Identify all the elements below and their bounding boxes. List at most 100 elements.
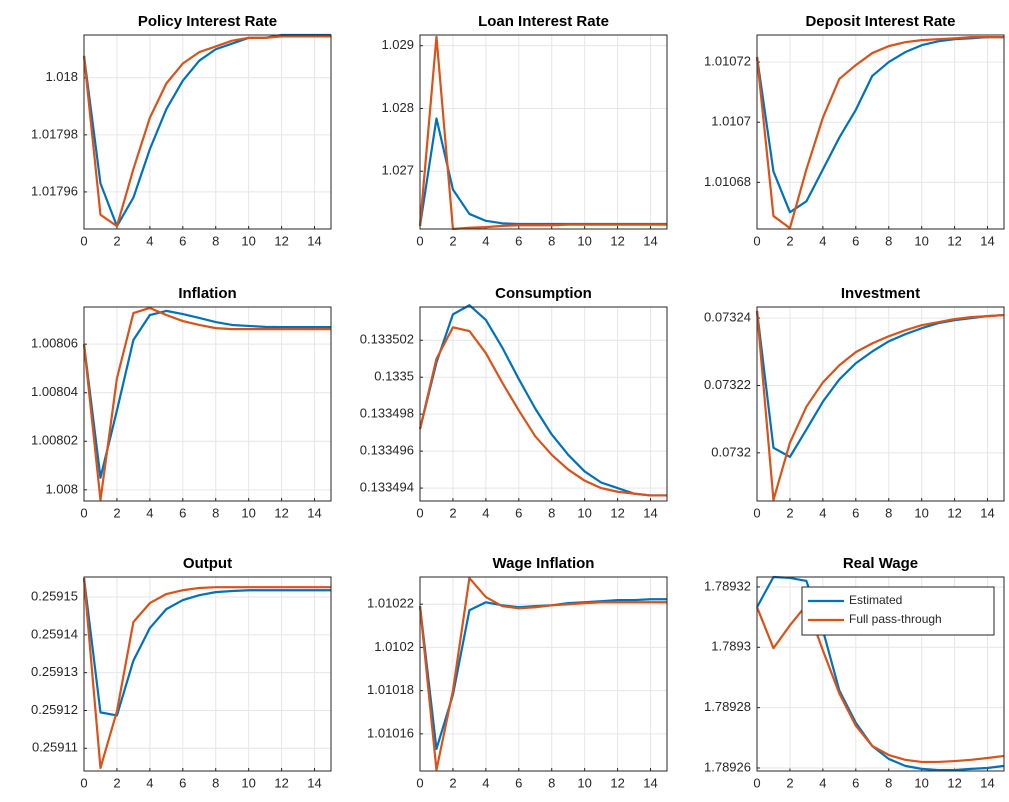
x-tick-label: 6 xyxy=(852,233,859,248)
y-tick-label: 0.133496 xyxy=(360,443,414,458)
series-line xyxy=(82,577,331,717)
subplot-title: Loan Interest Rate xyxy=(478,13,609,30)
y-tick-label: 0.133494 xyxy=(360,480,414,495)
y-tick-label: 1.01018 xyxy=(367,682,414,697)
x-tick-label: 14 xyxy=(980,775,994,790)
x-tick-label: 10 xyxy=(241,233,255,248)
x-tick-label: 6 xyxy=(515,505,522,520)
legend-label: Estimated xyxy=(849,593,902,607)
y-tick-label: 1.028 xyxy=(381,100,414,115)
series-line xyxy=(82,306,331,502)
series-line xyxy=(82,309,331,479)
y-tick-label: 1.027 xyxy=(381,163,414,178)
y-tick-label: 1.7893 xyxy=(711,639,751,654)
x-tick-label: 12 xyxy=(274,775,288,790)
x-tick-label: 2 xyxy=(113,775,120,790)
legend-label: Full pass-through xyxy=(849,612,942,626)
x-tick-label: 6 xyxy=(179,505,186,520)
subplot: 0 2 4 6 8 10 12 14 1.027 1.028 1.029 Loan Interest … xyxy=(381,13,668,248)
x-tick-label: 14 xyxy=(643,775,657,790)
x-tick-label: 8 xyxy=(548,775,555,790)
x-tick-label: 6 xyxy=(179,233,186,248)
subplot: 0 2 4 6 8 10 12 14 1.01796 1.01798 1.018 Policy Int… xyxy=(31,13,332,248)
x-tick-label: 14 xyxy=(643,233,657,248)
series-line xyxy=(418,304,667,497)
subplot-title: Investment xyxy=(841,285,920,302)
subplot-title: Consumption xyxy=(495,285,592,302)
x-tick-label: 6 xyxy=(515,233,522,248)
x-tick-label: 2 xyxy=(113,233,120,248)
legend-box xyxy=(801,586,995,636)
y-tick-label: 0.133502 xyxy=(360,332,414,347)
axes-box xyxy=(419,576,668,772)
y-tick-label: 0.07322 xyxy=(704,377,751,392)
y-tick-label: 1.01796 xyxy=(31,183,78,198)
x-tick-label: 2 xyxy=(449,505,456,520)
y-tick-label: 1.00802 xyxy=(31,433,78,448)
legend: Estimated Full pass-through xyxy=(801,586,995,636)
x-tick-label: 8 xyxy=(212,505,219,520)
subplot: 0 2 4 6 8 10 12 14 0.0732 0.07322 0.07324 Investmen… xyxy=(704,285,1005,520)
x-tick-label: 8 xyxy=(212,233,219,248)
plot-area xyxy=(84,35,331,229)
x-tick-label: 12 xyxy=(947,775,961,790)
y-tick-label: 1.0107 xyxy=(711,114,751,129)
x-tick-label: 2 xyxy=(786,233,793,248)
x-tick-label: 12 xyxy=(610,233,624,248)
y-tick-label: 1.00806 xyxy=(31,336,78,351)
plot-area xyxy=(757,307,1004,501)
x-tick-label: 8 xyxy=(548,233,555,248)
x-tick-label: 4 xyxy=(819,233,826,248)
y-tick-label: 0.0732 xyxy=(711,444,751,459)
y-tick-label: 1.78926 xyxy=(704,759,751,774)
x-tick-label: 4 xyxy=(146,233,153,248)
series-line xyxy=(418,326,667,497)
subplot: 0 2 4 6 8 10 12 14 0.25911 0.25912 0.25913 0.25914 0… xyxy=(31,555,332,790)
y-tick-label: 0.1335 xyxy=(374,369,414,384)
subplot: 0 2 4 6 8 10 12 14 1.008 1.00802 1.00804 1.00806 Inf… xyxy=(31,285,332,520)
x-tick-label: 2 xyxy=(113,505,120,520)
x-tick-label: 8 xyxy=(212,775,219,790)
series-line xyxy=(756,575,1005,772)
x-tick-label: 0 xyxy=(753,775,760,790)
y-tick-label: 1.01072 xyxy=(704,54,751,69)
x-tick-label: 8 xyxy=(548,505,555,520)
y-tick-label: 0.25914 xyxy=(31,626,78,641)
subplot: 0 2 4 6 8 10 12 14 1.78926 1.78928 1.7893 1.78932 Re… xyxy=(704,555,1005,790)
axes-box xyxy=(83,306,332,502)
x-tick-label: 14 xyxy=(980,233,994,248)
x-tick-label: 2 xyxy=(786,775,793,790)
x-tick-label: 12 xyxy=(610,505,624,520)
axes-box xyxy=(419,34,668,230)
x-tick-label: 0 xyxy=(753,505,760,520)
x-tick-label: 10 xyxy=(577,233,591,248)
x-tick-label: 14 xyxy=(307,505,321,520)
x-tick-label: 14 xyxy=(980,505,994,520)
x-tick-label: 4 xyxy=(146,775,153,790)
axes-box xyxy=(83,576,332,772)
x-tick-label: 0 xyxy=(753,233,760,248)
x-tick-label: 6 xyxy=(179,775,186,790)
x-tick-label: 6 xyxy=(515,775,522,790)
x-tick-label: 10 xyxy=(914,233,928,248)
x-tick-label: 4 xyxy=(482,233,489,248)
series-line xyxy=(418,576,667,772)
plot-area xyxy=(420,307,667,501)
x-tick-label: 12 xyxy=(947,505,961,520)
x-tick-label: 12 xyxy=(610,775,624,790)
x-tick-label: 2 xyxy=(786,505,793,520)
x-tick-label: 0 xyxy=(80,775,87,790)
y-tick-label: 0.25915 xyxy=(31,588,78,603)
subplot-title: Output xyxy=(183,555,232,572)
x-tick-label: 12 xyxy=(274,233,288,248)
y-tick-label: 0.133498 xyxy=(360,406,414,421)
series-line xyxy=(755,36,1004,230)
subplot: 0 2 4 6 8 10 12 14 0.133494 0.133496 0.133498 0.133… xyxy=(360,285,668,520)
x-tick-label: 8 xyxy=(885,233,892,248)
x-tick-label: 0 xyxy=(80,505,87,520)
subplot: 0 2 4 6 8 10 12 14 1.01016 1.01018 1.0102 1.01022 Wa… xyxy=(367,555,668,790)
x-tick-label: 0 xyxy=(416,233,423,248)
subplot-title: Real Wage xyxy=(843,555,918,572)
